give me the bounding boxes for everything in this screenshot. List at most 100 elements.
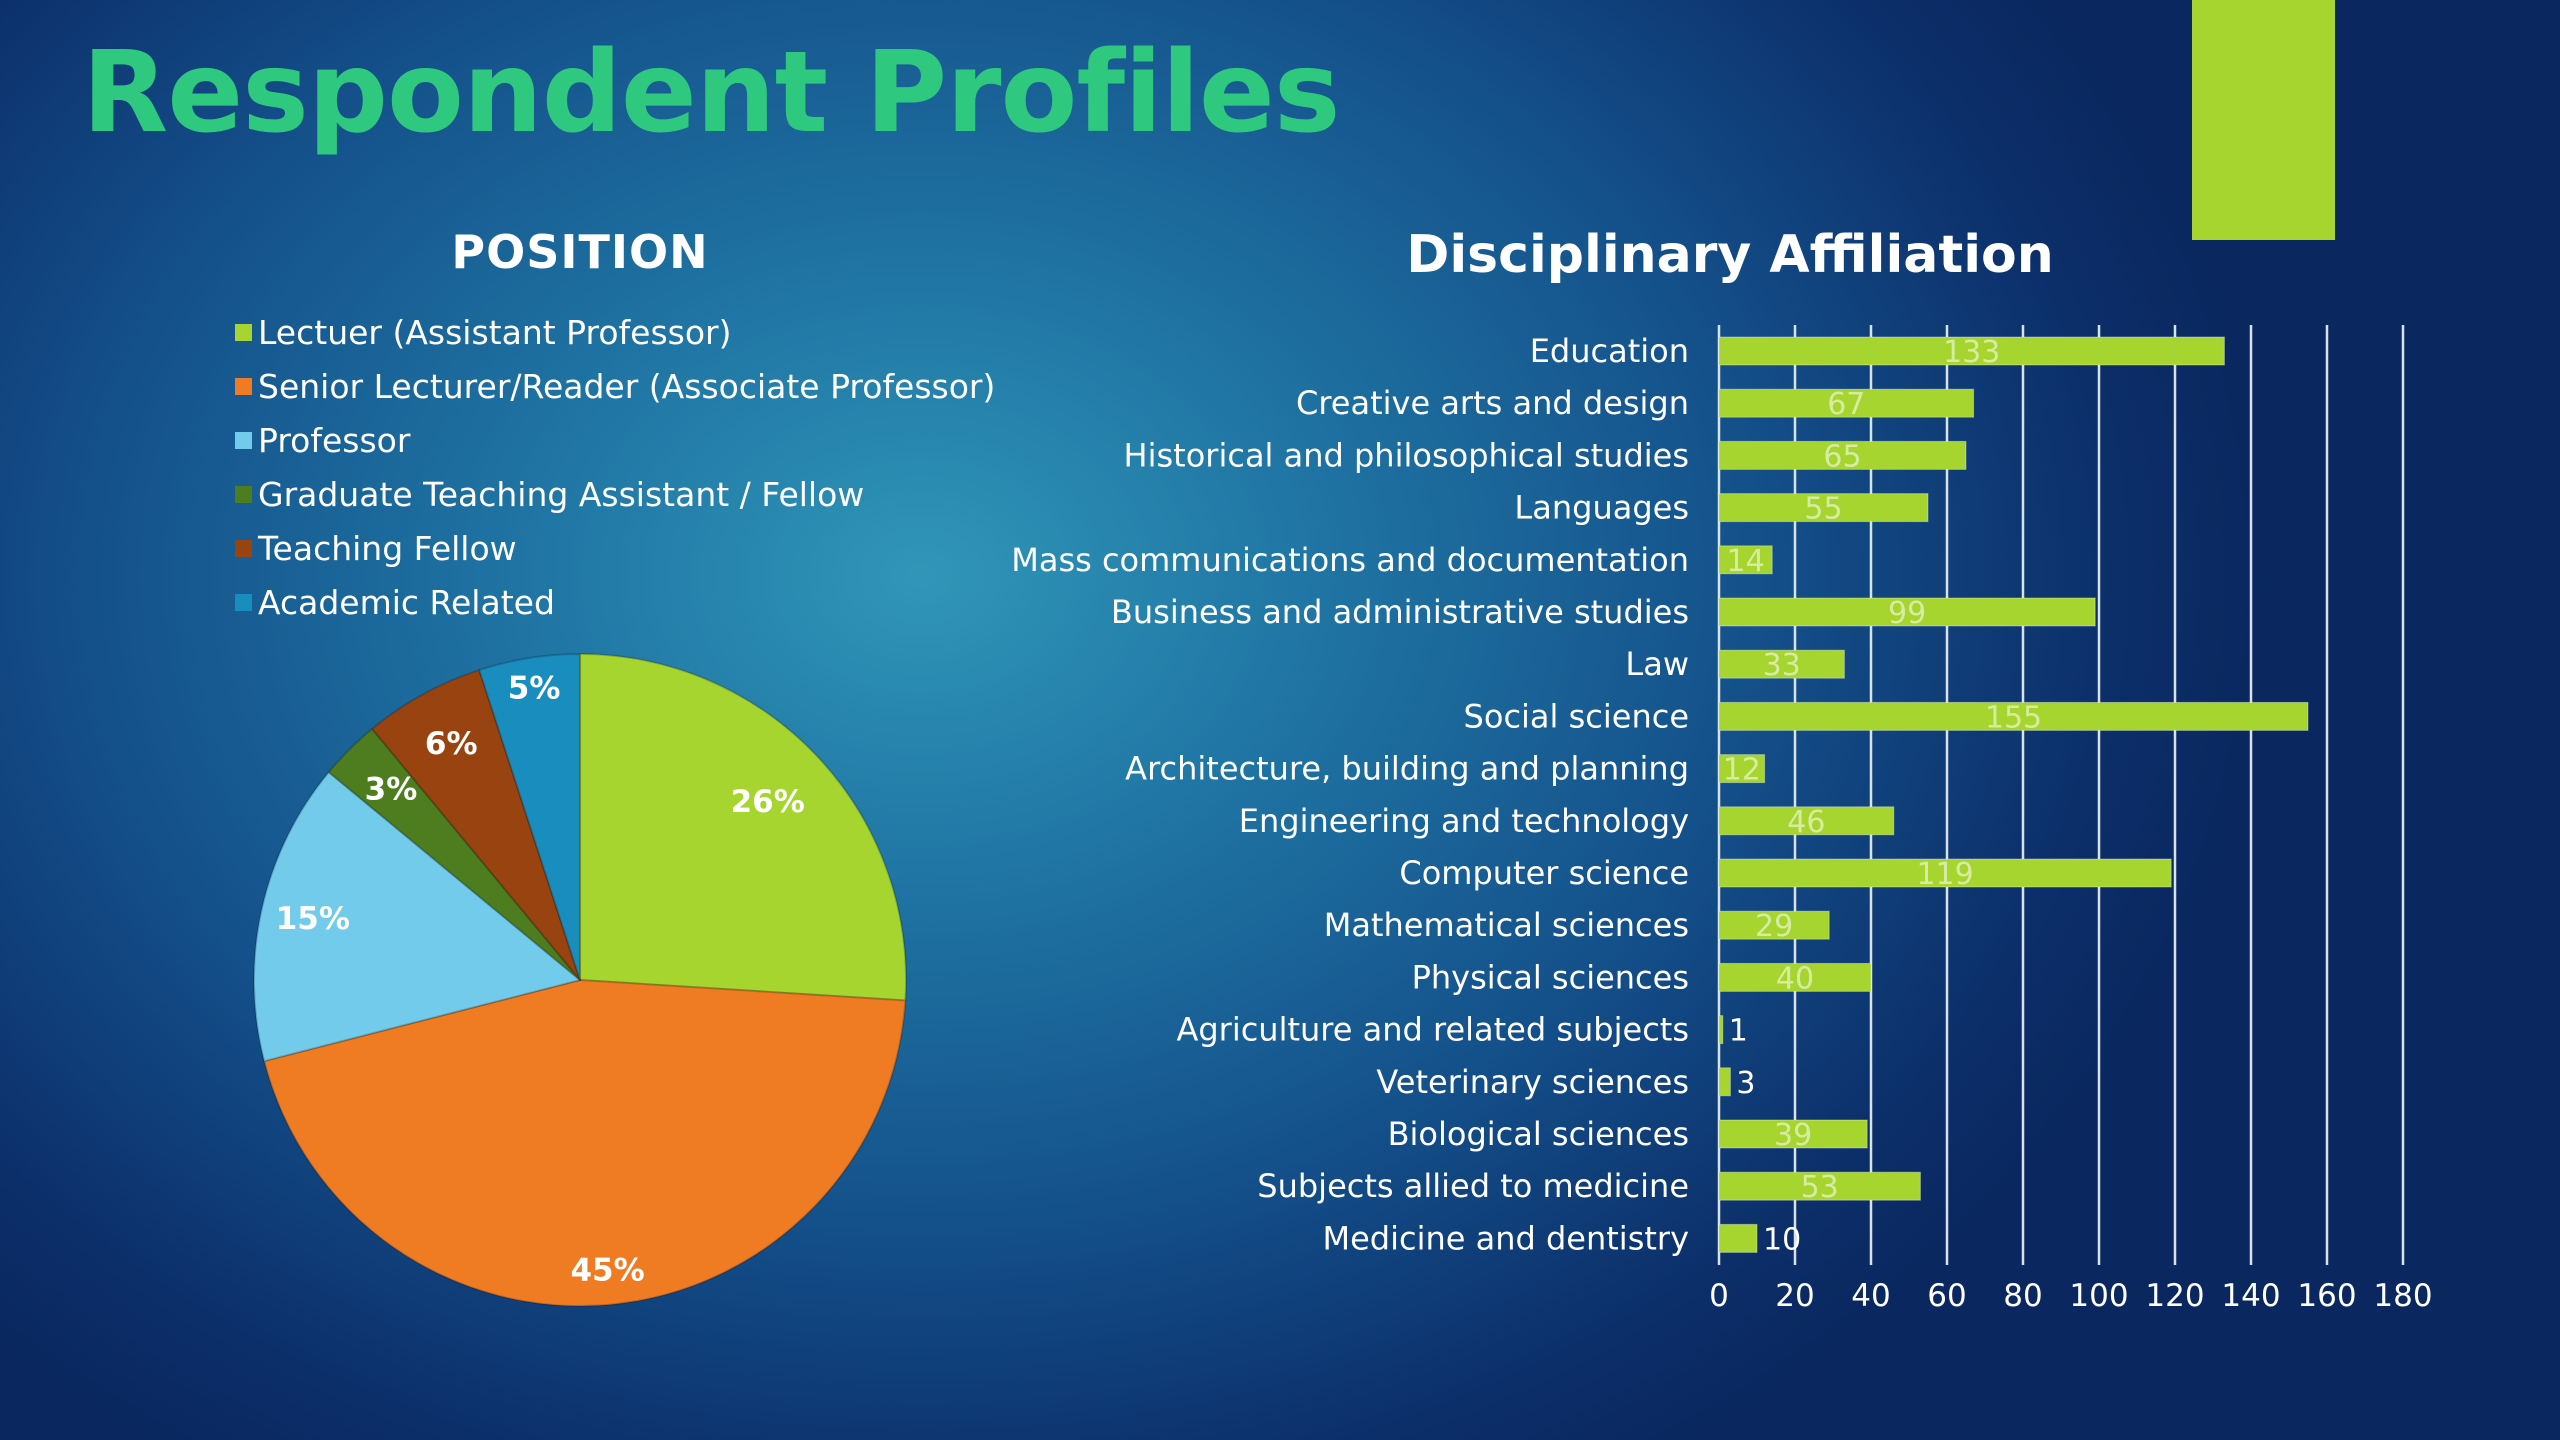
category-label: Mass communications and documentation xyxy=(1011,541,1689,579)
bar-data-label: 40 xyxy=(1776,961,1814,996)
legend-item: Professor xyxy=(235,413,995,467)
bar-data-label: 14 xyxy=(1727,544,1765,579)
legend-swatch xyxy=(235,323,252,341)
category-label: Law xyxy=(1625,645,1689,683)
legend-swatch xyxy=(235,431,252,449)
x-tick-label: 100 xyxy=(2069,1278,2128,1314)
category-label: Architecture, building and planning xyxy=(1125,750,1689,788)
bar-data-label: 1 xyxy=(1729,1014,1748,1049)
bar xyxy=(1718,493,1929,523)
x-tick-label: 60 xyxy=(1927,1278,1966,1314)
accent-block xyxy=(2192,0,2335,240)
bar xyxy=(1718,1171,1921,1201)
bar xyxy=(1718,754,1766,784)
category-label: Veterinary sciences xyxy=(1376,1063,1689,1101)
bar xyxy=(1718,649,1845,679)
category-label: Mathematical sciences xyxy=(1324,906,1689,944)
bar xyxy=(1718,701,2309,731)
slide-title: Respondent Profiles xyxy=(82,28,1341,158)
pie-data-label: 6% xyxy=(425,726,478,762)
pie-data-label: 15% xyxy=(276,901,350,937)
category-label: Agriculture and related subjects xyxy=(1176,1011,1689,1049)
legend-label: Senior Lecturer/Reader (Associate Profes… xyxy=(258,366,996,406)
bar-data-label: 29 xyxy=(1755,909,1793,944)
x-tick-label: 20 xyxy=(1775,1278,1814,1314)
category-label: Computer science xyxy=(1399,854,1689,892)
legend-label: Lectuer (Assistant Professor) xyxy=(258,312,732,352)
bar xyxy=(1718,806,1895,836)
bar xyxy=(1718,336,2225,366)
bar xyxy=(1718,545,1773,575)
category-label: Languages xyxy=(1514,489,1689,527)
bar-data-label: 46 xyxy=(1787,805,1825,840)
bar-data-label: 3 xyxy=(1736,1066,1755,1101)
bar xyxy=(1718,858,2172,888)
category-label: Biological sciences xyxy=(1388,1115,1689,1153)
pie-slice xyxy=(253,771,581,1063)
pie-slice xyxy=(478,653,581,981)
x-tick-label: 80 xyxy=(2003,1278,2042,1314)
legend-swatch xyxy=(235,593,252,611)
x-tick-label: 160 xyxy=(2297,1278,2356,1314)
pie-data-label: 3% xyxy=(365,772,418,808)
x-tick-label: 40 xyxy=(1851,1278,1890,1314)
bar-data-label: 33 xyxy=(1763,648,1801,683)
category-label: Creative arts and design xyxy=(1296,384,1689,422)
bar-data-label: 119 xyxy=(1916,857,1973,892)
bar xyxy=(1718,1223,1758,1253)
bar-data-label: 65 xyxy=(1823,439,1861,474)
pie-data-label: 26% xyxy=(731,784,805,820)
category-label: Physical sciences xyxy=(1412,958,1689,996)
category-label: Engineering and technology xyxy=(1239,802,1689,840)
pie-slice xyxy=(263,979,907,1308)
category-label: Social science xyxy=(1464,697,1689,735)
category-label: Historical and philosophical studies xyxy=(1124,436,1689,474)
bar-data-label: 10 xyxy=(1763,1222,1801,1257)
x-tick-label: 180 xyxy=(2373,1278,2432,1314)
pie-slice xyxy=(579,653,907,1002)
category-label: Business and administrative studies xyxy=(1111,593,1689,631)
legend-label: Teaching Fellow xyxy=(258,528,517,568)
bar xyxy=(1718,388,1975,418)
bar xyxy=(1718,597,2096,627)
bar xyxy=(1718,1015,1724,1045)
pie-chart: 26% 45% 15% 3%6% 5% xyxy=(253,653,907,1308)
x-tick-label: 0 xyxy=(1709,1278,1729,1314)
category-label: Education xyxy=(1530,332,1689,370)
legend-label: Professor xyxy=(258,420,411,460)
legend-item: Academic Related xyxy=(235,575,995,629)
bar xyxy=(1718,910,1830,940)
pie-chart-title: POSITION xyxy=(451,225,709,279)
pie-legend: Lectuer (Assistant Professor) Senior Lec… xyxy=(235,305,995,629)
bar-data-label: 12 xyxy=(1723,753,1761,788)
bar xyxy=(1718,962,1872,992)
legend-item: Graduate Teaching Assistant / Fellow xyxy=(235,467,995,521)
bar xyxy=(1718,1119,1868,1149)
legend-label: Academic Related xyxy=(258,582,555,622)
bar-chart-title: Disciplinary Affiliation xyxy=(1406,225,2054,285)
pie-slice xyxy=(371,668,581,981)
bar-data-label: 53 xyxy=(1801,1170,1839,1205)
x-tick-label: 140 xyxy=(2221,1278,2280,1314)
legend-item: Teaching Fellow xyxy=(235,521,995,575)
category-label: Medicine and dentistry xyxy=(1322,1219,1689,1257)
pie-slice xyxy=(327,727,581,981)
bar-data-label: 133 xyxy=(1943,335,2000,370)
bar-data-label: 55 xyxy=(1804,492,1842,527)
bar-data-label: 39 xyxy=(1774,1118,1812,1153)
category-label: Subjects allied to medicine xyxy=(1257,1167,1689,1205)
x-tick-label: 120 xyxy=(2145,1278,2204,1314)
bar xyxy=(1718,440,1967,470)
legend-swatch xyxy=(235,485,252,503)
legend-item: Lectuer (Assistant Professor) xyxy=(235,305,995,359)
bar-data-label: 155 xyxy=(1985,700,2042,735)
bar-data-label: 67 xyxy=(1827,387,1865,422)
pie-data-label: 5% xyxy=(508,671,561,707)
legend-label: Graduate Teaching Assistant / Fellow xyxy=(258,474,865,514)
legend-item: Senior Lecturer/Reader (Associate Profes… xyxy=(235,359,995,413)
bar-data-label: 99 xyxy=(1888,596,1926,631)
legend-swatch xyxy=(235,377,252,395)
legend-swatch xyxy=(235,539,252,557)
bar xyxy=(1718,1067,1731,1097)
